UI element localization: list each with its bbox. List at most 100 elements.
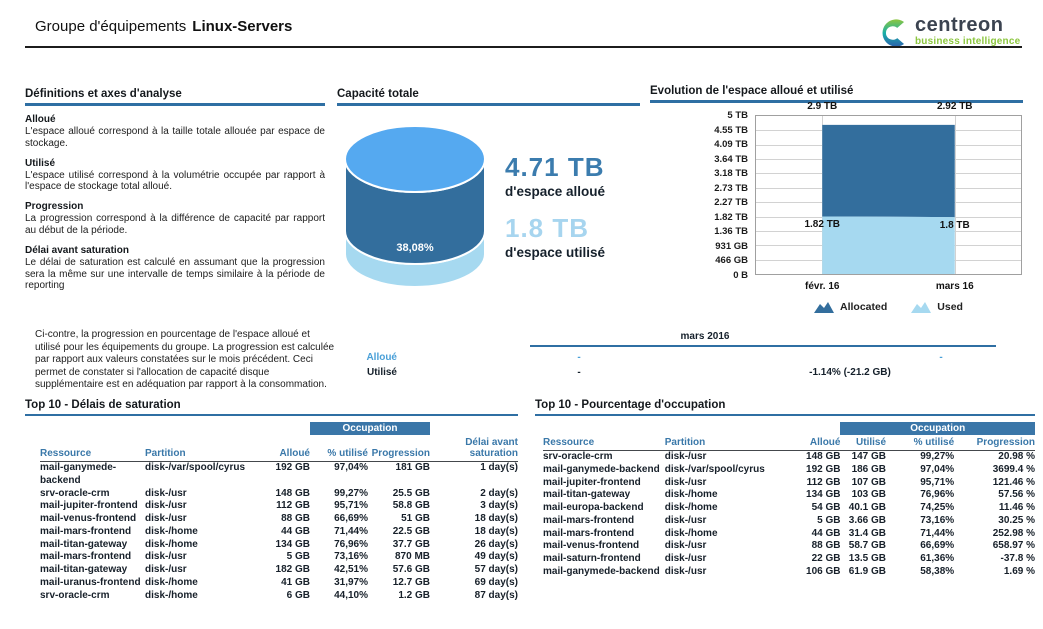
table-cell: mail-jupiter-frontend: [543, 476, 641, 488]
used-value: 1.8 TB: [505, 213, 590, 243]
table-cell: -37.8 %: [1000, 553, 1035, 564]
page-title-name: Linux-Servers: [192, 18, 293, 35]
table-cell: 69 day(s): [474, 576, 518, 588]
legend-label: Used: [937, 301, 963, 313]
header-row: Ressource Partition Alloué% utilisé Progres…: [40, 435, 518, 462]
evolution-y-axis: 5 TB 4.55 TB 4.09 TB 3.64 TB 3.18 TB 2.73 TB 2…: [650, 110, 748, 281]
occupation-table: Occupation Ressource Partition Alloué Utilis…: [543, 422, 1035, 579]
definition-progression: Progression La progression correspond à …: [25, 201, 325, 237]
occupation-banner: Occupation: [840, 422, 1035, 435]
table-cell: 112 GB: [806, 476, 841, 488]
table-cell: srv-oracle-crm: [40, 589, 110, 601]
table-cell: disk-/usr: [145, 487, 187, 499]
used-area: [822, 216, 955, 274]
y-tick-label: 931 GB: [715, 240, 748, 252]
table-cell: disk-/usr: [664, 514, 707, 526]
evolution-title: Evolution de l'espace alloué et utilisé: [650, 85, 1023, 103]
saturation-table-section: Top 10 - Délais de saturation Occupation…: [25, 399, 518, 602]
allocated-caption: d'espace alloué: [505, 184, 606, 199]
table-row: mail-mars-frontend disk-/usr 5 GB 73,16% 870…: [40, 551, 518, 564]
column-header: Délai avant saturation: [430, 435, 518, 462]
table-row: mail-saturn-frontend disk-/usr 22 GB 13.5 G…: [543, 553, 1035, 566]
table-cell: disk-/home: [664, 527, 718, 539]
table-cell: 41 GB: [281, 576, 310, 588]
table-cell: mail-mars-frontend: [40, 551, 132, 563]
y-tick-label: 5 TB: [727, 110, 748, 121]
table-cell: 44 GB: [811, 527, 841, 539]
saturation-table: Occupation Ressource Partition Alloué% util…: [40, 422, 518, 602]
table-cell: 74,25%: [920, 502, 955, 513]
area-series-icon: [911, 302, 932, 313]
y-tick-label: 1.36 TB: [714, 226, 748, 238]
table-cell: 37.7 GB: [392, 538, 430, 550]
table-cell: mail-mars-frontend: [543, 527, 635, 539]
table-cell: 3 day(s): [480, 500, 518, 512]
table-cell: 25.5 GB: [392, 487, 430, 499]
table-row: srv-oracle-crm disk-/home 6 GB 44,10% 1.2 GB…: [40, 590, 518, 603]
table-cell: 192 GB: [275, 462, 310, 473]
table-row: mail-uranus-frontend disk-/home 41 GB 31,97…: [40, 577, 518, 590]
table-cell: 186 GB: [851, 463, 887, 475]
table-cell: 5 GB: [817, 514, 841, 526]
column-header: Progression: [368, 435, 430, 462]
used-value-label: 1.8 TB: [939, 220, 970, 232]
definition-term: Délai avant saturation: [25, 244, 129, 256]
table-cell: 76,96%: [920, 489, 955, 501]
table-cell: disk-/home: [145, 589, 198, 601]
definition-text: L'espace alloué correspond à la taille t…: [25, 126, 325, 149]
table-row: srv-oracle-crm disk-/usr 148 GB 147 GB 99,27…: [543, 451, 1035, 464]
table-cell: mail-titan-gateway: [40, 564, 128, 575]
y-tick-label: 2.73 TB: [714, 182, 748, 194]
table-cell: srv-oracle-crm: [543, 451, 613, 462]
y-tick-label: 2.27 TB: [714, 197, 748, 209]
evolution-section: Evolution de l'espace alloué et utilisé: [650, 85, 1023, 103]
table-cell: 97,04%: [334, 462, 368, 473]
table-row: mail-jupiter-frontend disk-/usr 112 GB 107 …: [543, 477, 1035, 490]
allocated-area: [822, 124, 955, 218]
table-cell: 18 day(s): [474, 525, 518, 537]
table-cell: 22 GB: [811, 553, 841, 564]
definitions-title: Définitions et axes d'analyse: [25, 88, 325, 106]
definitions-section: Définitions et axes d'analyse Alloué L'e…: [25, 88, 325, 292]
table-cell: disk-/home: [664, 502, 718, 513]
y-tick-label: 4.09 TB: [714, 139, 748, 151]
table-row: mail-ganymede-backend disk-/usr 106 GB 61.9…: [543, 566, 1035, 579]
saturation-table-title: Top 10 - Délais de saturation: [25, 399, 518, 416]
centreon-logo-text: centreon business intelligence: [915, 15, 1020, 47]
centreon-logo-icon: [876, 15, 910, 56]
table-cell: 88 GB: [811, 540, 841, 552]
table-cell: 51 GB: [401, 513, 430, 524]
header-row: Ressource Partition Alloué Utilisé% utilisé…: [543, 435, 1035, 451]
table-cell: 22.5 GB: [392, 525, 430, 537]
table-cell: mail-titan-gateway: [543, 489, 631, 501]
brand-name: centreon: [915, 14, 1004, 36]
table-cell: 6 GB: [286, 589, 310, 601]
page-title-prefix: Groupe d'équipements: [35, 18, 187, 35]
table-cell: 99,27%: [334, 487, 368, 499]
column-header: Progression: [954, 435, 1035, 451]
table-cell: disk-/usr: [664, 553, 707, 564]
table-cell: 76,96%: [334, 538, 368, 550]
table-cell: 57.56 %: [998, 489, 1035, 501]
table-cell: 147 GB: [851, 451, 887, 462]
table-row: mail-ganymede- backend disk-/var/spool/cy…: [40, 462, 518, 488]
table-cell: mail-uranus-frontend: [40, 576, 141, 588]
column-header: Alloué: [778, 435, 841, 451]
table-cell: mail-titan-gateway: [40, 538, 128, 550]
column-header: Ressource: [40, 435, 145, 462]
evolution-plot-area: 2.9 TB 2.92 TB 1.82 TB 1.8 TB févr. 16 mars 1…: [755, 101, 1022, 292]
x-axis-label: févr. 16: [805, 281, 840, 292]
table-cell: 30.25 %: [998, 514, 1035, 526]
table-cell: mail-venus-frontend: [543, 540, 640, 552]
column-header: % utilisé: [886, 435, 955, 451]
y-tick-label: 3.64 TB: [714, 153, 748, 165]
progression-row-utilise-label: Utilisé: [366, 367, 397, 378]
table-cell: 58.7 GB: [848, 540, 887, 552]
table-row: mail-titan-gateway disk-/home 134 GB 103 GB…: [543, 489, 1035, 502]
table-cell: 58,38%: [920, 565, 955, 577]
table-cell: 58.8 GB: [392, 500, 430, 512]
column-header: % utilisé: [310, 435, 368, 462]
table-cell: srv-oracle-crm: [40, 487, 110, 499]
definition-term: Progression: [25, 201, 84, 213]
